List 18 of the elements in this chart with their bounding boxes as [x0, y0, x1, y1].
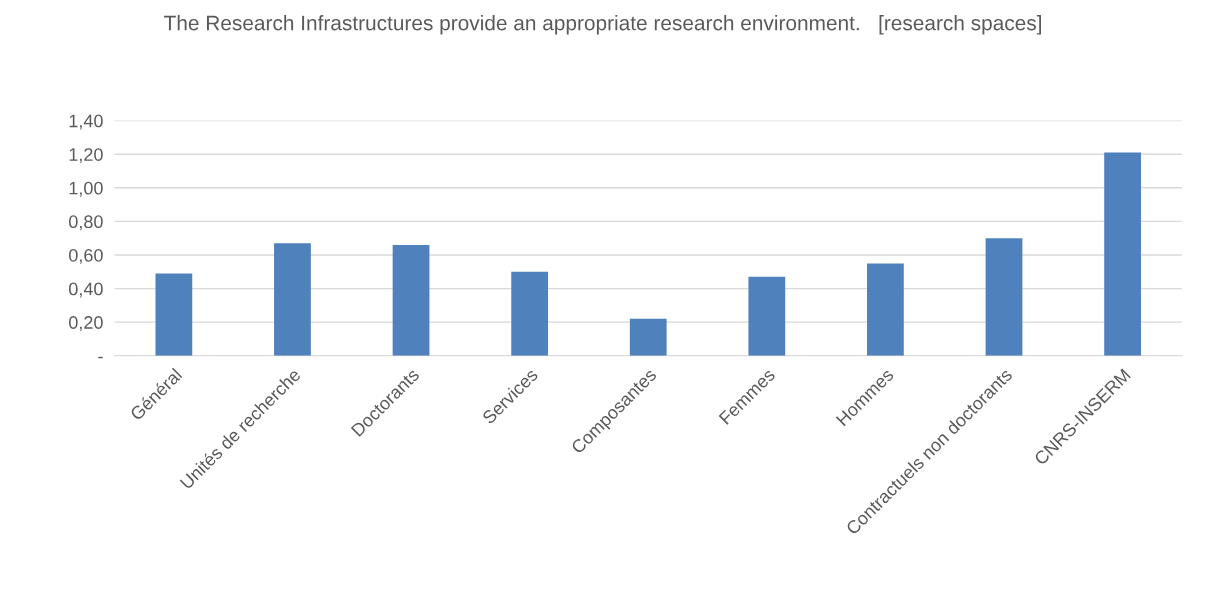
- bar: [748, 276, 786, 356]
- y-tick-label: -: [98, 356, 103, 359]
- bar: [155, 273, 193, 356]
- bar: [985, 238, 1023, 356]
- y-tick-label: 0,20: [69, 316, 103, 332]
- y-tick-label: 0,40: [69, 282, 103, 298]
- bar: [1104, 152, 1141, 356]
- y-tick-label: 1,00: [69, 181, 103, 197]
- bar: [392, 244, 430, 356]
- bar: [629, 318, 667, 356]
- y-tick-label: 1,40: [69, 114, 103, 130]
- chart-title: The Research Infrastructures provide an appropriate research environment. [research spaces]: [164, 15, 1041, 35]
- bar: [511, 271, 549, 356]
- bar: [274, 243, 311, 356]
- bar: [867, 263, 904, 356]
- y-tick-label: 0,60: [69, 248, 103, 264]
- y-tick-label: 0,80: [69, 215, 103, 231]
- y-tick-label: 1,20: [69, 148, 103, 164]
